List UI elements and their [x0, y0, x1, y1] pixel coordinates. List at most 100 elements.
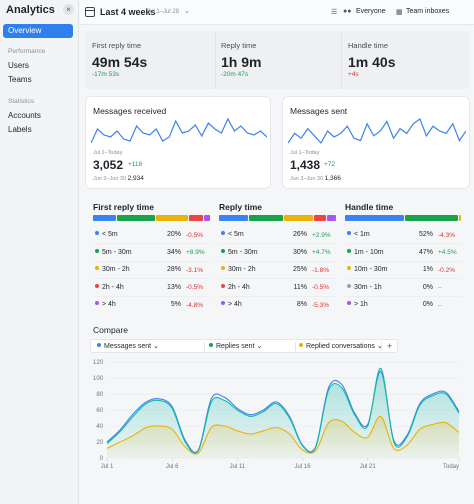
close-icon[interactable]: ×: [63, 4, 74, 15]
messages-received-card[interactable]: Messages received Jul 1–Today 3,052 +118…: [85, 96, 271, 189]
distribution-row-pct: 25%: [292, 266, 307, 273]
dot-icon: [347, 283, 351, 288]
distribution-row-delta: -5.3%: [312, 301, 329, 309]
dot-icon: [95, 266, 99, 270]
stat-tiles: First reply time 49m 54s -17m 53s Reply …: [85, 31, 469, 89]
distribution-segment: [284, 215, 313, 221]
y-tick-label: 40: [96, 424, 103, 430]
row-divider: [345, 278, 463, 279]
x-tick-label: Jul 1: [101, 464, 114, 470]
distribution-row-label: < 5m: [221, 231, 244, 238]
sidebar-item-users[interactable]: Users: [8, 61, 29, 70]
distribution-row-delta: -3.1%: [186, 266, 203, 274]
distribution-row-pct: 5%: [170, 301, 181, 308]
row-divider: [93, 295, 211, 297]
row-divider: [93, 278, 211, 279]
distribution-segment: [116, 215, 155, 221]
distribution-segment: [313, 215, 326, 221]
distribution-row-label: < 5m: [95, 231, 118, 238]
toolbar: Last 4 weeks Jul 1–Jul 28 ⌄ ☰ ●● Everyon…: [80, 0, 474, 25]
distribution-row-label: > 1h: [347, 301, 368, 308]
tile-label-handle: Handle time: [348, 41, 389, 50]
compare-legend: Messages sent ⌄ Replies sent ⌄ Replied c…: [90, 339, 398, 353]
sidebar-item-teams[interactable]: Teams: [8, 75, 32, 84]
row-divider: [93, 260, 211, 262]
series-line-replies-sent: [106, 367, 460, 454]
distribution-row-label: 2h - 4h: [221, 283, 250, 291]
tile-delta-first-reply: -17m 53s: [92, 71, 120, 78]
row-divider: [345, 260, 463, 262]
distribution-row-delta: +4.5%: [438, 249, 457, 256]
tile-delta-handle: +4s: [348, 71, 359, 78]
distribution-segment: [219, 215, 249, 221]
chevron-down-icon[interactable]: ⌄: [184, 8, 190, 15]
x-tick-label: Today: [443, 464, 459, 470]
tile-value-reply: 1h 9m: [221, 54, 262, 70]
filter-icon[interactable]: ☰: [331, 9, 338, 16]
distribution-row-pct: 0%: [422, 301, 433, 308]
distribution-row-label: 5m - 30m: [221, 248, 258, 256]
y-tick-label: 100: [93, 376, 104, 382]
sparkline-line: [91, 117, 267, 144]
compare-chart: 0 20 40 60 80 100 120 Jul 1 Jul 6 Jul 11 Jul 16 Jul…: [93, 360, 460, 470]
card-value: 3,052: [93, 158, 124, 172]
distribution-segment: [93, 215, 116, 221]
distribution-title: First reply time: [93, 202, 154, 212]
area-replied-conversations: [107, 416, 459, 458]
legend-replied-conversations[interactable]: Replied conversations ⌄: [299, 342, 383, 350]
distribution-row-delta: –: [438, 301, 442, 309]
calendar-icon[interactable]: [85, 7, 95, 17]
distribution-row-label: > 4h: [221, 301, 242, 308]
distribution-row-pct: 0%: [422, 283, 433, 291]
compare-title: Compare: [93, 325, 128, 335]
distribution-row-pct: 11%: [293, 283, 308, 291]
distribution-row-pct: 8%: [296, 301, 307, 308]
received-sparkline: [91, 117, 267, 144]
add-series-icon[interactable]: +: [387, 341, 393, 351]
card-delta: +72: [324, 161, 336, 168]
distribution-row-label: > 4h: [95, 301, 116, 308]
distribution-row-delta: +4.7%: [312, 249, 331, 256]
distribution-row-delta: +8.9%: [186, 249, 205, 256]
distribution-row-pct: 30%: [292, 248, 307, 256]
tile-divider: [341, 31, 342, 89]
distribution-segment: [156, 215, 188, 221]
tile-label-first-reply: First reply time: [92, 41, 142, 50]
audience-select[interactable]: Everyone: [356, 8, 386, 15]
legend-messages-sent[interactable]: Messages sent ⌄: [97, 342, 159, 350]
tile-value-first-reply: 49m 54s: [92, 54, 148, 70]
dot-icon: [221, 231, 225, 235]
tile-divider: [215, 31, 216, 89]
distribution-bar: [345, 215, 463, 221]
distribution-segment: [204, 215, 210, 221]
distribution-segment: [404, 215, 458, 221]
distribution-segment: [249, 215, 284, 221]
distribution-row-pct: 1%: [422, 266, 433, 273]
date-range: Jul 1–Jul 28: [147, 9, 180, 15]
distribution-row-pct: 13%: [166, 283, 181, 291]
period-select[interactable]: Last 4 weeks: [100, 7, 156, 17]
y-tick-label: 60: [96, 408, 103, 414]
legend-replies-sent[interactable]: Replies sent ⌄: [209, 342, 262, 350]
sidebar-section-statistics: Statistics: [8, 98, 35, 105]
distribution-title: Reply time: [219, 202, 262, 212]
row-divider: [345, 243, 463, 244]
sidebar-item-accounts[interactable]: Accounts: [8, 111, 41, 120]
distribution-row-pct: 34%: [166, 248, 181, 256]
messages-sent-card[interactable]: Messages sent Jul 1–Today 1,438 +72 Jun …: [282, 96, 470, 189]
row-divider: [219, 295, 337, 297]
dot-icon: [95, 283, 99, 288]
dot-icon: [221, 301, 225, 305]
inbox-select[interactable]: Team inboxes: [406, 8, 450, 15]
dot-icon: [347, 266, 351, 270]
row-divider: [219, 260, 337, 262]
dot-icon: [347, 231, 351, 235]
x-tick-label: Jul 16: [295, 464, 312, 470]
distribution-row-delta: -0.2%: [438, 266, 455, 274]
sidebar-item-overview[interactable]: Overview: [3, 24, 73, 38]
legend-divider: [295, 342, 296, 351]
distribution-row-label: 1m - 10m: [347, 248, 384, 256]
card-value: 1,438: [290, 158, 321, 172]
sidebar-item-labels[interactable]: Labels: [8, 125, 32, 134]
distribution-row-pct: 47%: [418, 248, 433, 256]
